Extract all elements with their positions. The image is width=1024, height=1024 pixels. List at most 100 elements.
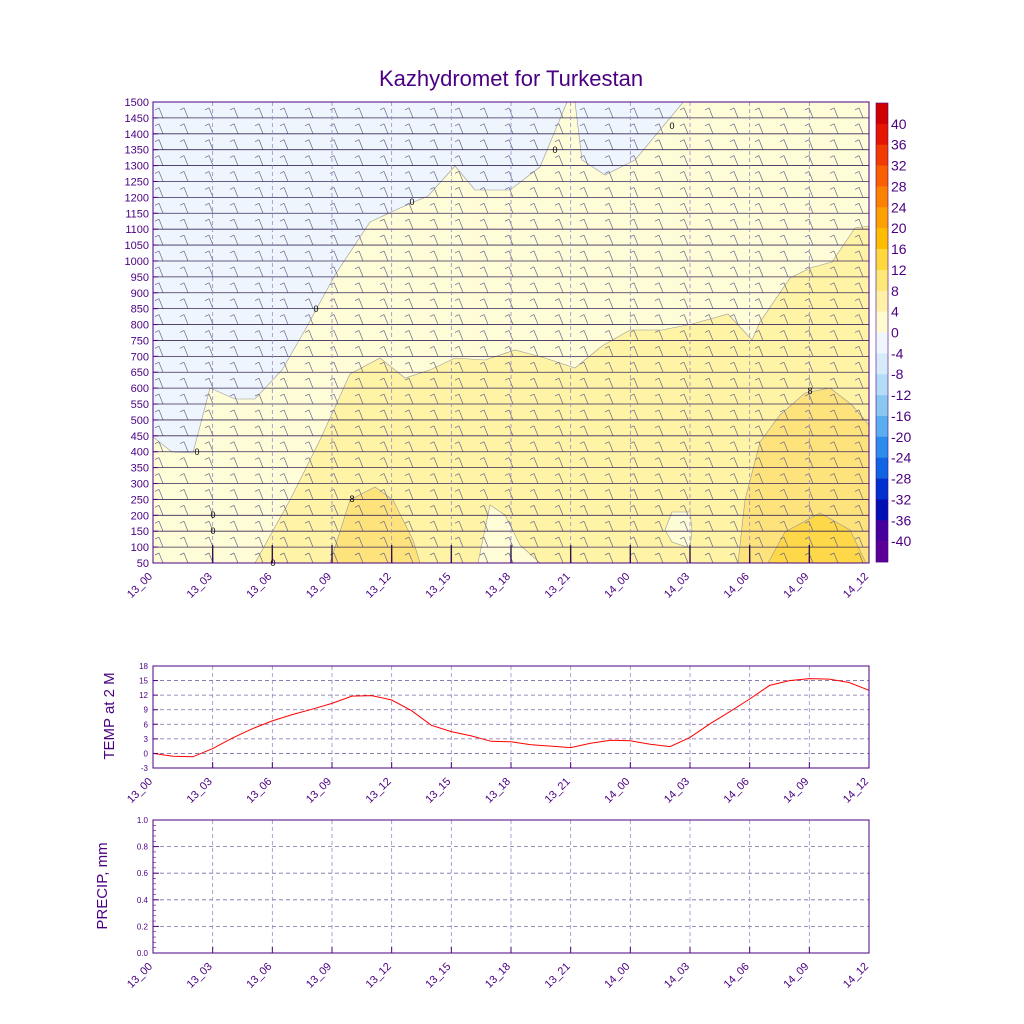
main-x-axis: 13_00 13_03 13_06 13_09 13_12 13_15 13_18 13_21…: [125, 557, 871, 601]
wind-barb: [404, 330, 414, 341]
wind-barb: [729, 504, 739, 516]
wind-barb: [579, 473, 589, 484]
wind-barb: [654, 282, 664, 293]
wind-barb: [704, 314, 714, 325]
y-tick-label: 1450: [125, 113, 149, 125]
region-4-8: [254, 225, 869, 563]
wind-barb: [454, 393, 464, 405]
wind-barb: [829, 282, 839, 293]
wind-barb: [304, 504, 314, 516]
wind-barb: [579, 139, 589, 150]
wind-barb: [804, 330, 814, 341]
wind-barb: [579, 552, 589, 563]
wind-barb: [279, 250, 289, 262]
wind-barb: [754, 473, 764, 484]
y-tick-label: 0.6: [137, 869, 149, 878]
wind-barb: [229, 298, 239, 309]
wind-barb: [229, 457, 239, 468]
wind-barb: [354, 473, 364, 484]
wind-barb: [479, 234, 489, 246]
wind-barb: [579, 187, 589, 198]
x-tick-label: 14_03: [662, 571, 692, 601]
wind-barb: [354, 441, 364, 452]
wind-barb: [304, 282, 314, 293]
wind-barb: [604, 489, 614, 500]
wind-barb: [804, 139, 814, 150]
wind-barb: [554, 123, 564, 134]
wind-barb: [354, 202, 364, 214]
wind-barb: [279, 234, 289, 246]
wind-barb: [212, 102, 213, 103]
wind-barb: [679, 202, 689, 214]
wind-barb: [204, 393, 214, 405]
wind-barb: [362, 102, 363, 103]
wind-barb: [329, 107, 339, 119]
wind-barb: [754, 346, 764, 357]
wind-barb: [454, 441, 464, 452]
temp-y-axis-label: TEMP at 2 M: [101, 672, 118, 759]
wind-barb: [554, 234, 564, 246]
wind-barb: [279, 218, 289, 230]
x-tick-label: 14_03: [662, 961, 692, 991]
wind-barb: [604, 187, 614, 198]
wind-barb: [604, 234, 614, 246]
wind-barb: [754, 409, 764, 421]
wind-barb: [854, 361, 864, 373]
y-tick-label: 300: [131, 479, 149, 491]
wind-barb: [829, 489, 839, 500]
wind-barb: [154, 441, 164, 452]
wind-barb: [529, 202, 539, 214]
colorbar-segment: [876, 541, 888, 563]
wind-barb: [604, 250, 614, 262]
wind-barb: [279, 377, 289, 389]
wind-barb: [779, 250, 789, 262]
wind-barb: [704, 218, 714, 230]
wind-barb: [454, 346, 464, 357]
wind-barb: [629, 155, 639, 166]
temp-x-axis: 13_00 13_03 13_06 13_09 13_12 13_15 13_18 13_21…: [125, 762, 871, 806]
wind-barb: [254, 107, 264, 119]
y-tick-label: 500: [131, 415, 149, 427]
wind-barb: [754, 552, 764, 563]
wind-barb: [429, 107, 439, 119]
wind-barb: [704, 425, 714, 436]
wind-barb: [679, 520, 689, 532]
wind-barb: [379, 155, 389, 166]
wind-barb: [529, 282, 539, 293]
region-8-12-a: [329, 486, 421, 563]
wind-barb: [504, 425, 514, 436]
wind-barb: [304, 218, 314, 230]
wind-barb: [829, 330, 839, 341]
wind-barb: [704, 346, 714, 357]
wind-barb: [779, 520, 789, 532]
wind-barb: [454, 314, 464, 325]
wind-barb: [179, 457, 189, 468]
wind-barb: [779, 425, 789, 436]
y-tick-label: 1.0: [137, 816, 149, 825]
wind-barb: [829, 552, 839, 563]
wind-barb: [529, 314, 539, 325]
wind-barb: [354, 155, 364, 166]
wind-barb: [579, 346, 589, 357]
wind-barb: [404, 314, 414, 325]
wind-barb: [704, 457, 714, 468]
wind-barb: [429, 202, 439, 214]
precip-y-axis: 0.0 0.2 0.4 0.6 0.8 1.0: [137, 816, 159, 958]
wind-barb: [204, 457, 214, 468]
wind-barb: [404, 266, 414, 277]
wind-barb: [754, 441, 764, 452]
wind-barb: [579, 250, 589, 262]
wind-barb: [704, 520, 714, 532]
contour-label: 0: [669, 121, 674, 131]
wind-barb: [279, 282, 289, 293]
wind-barb: [304, 123, 314, 134]
wind-barb: [229, 346, 239, 357]
wind-barb: [154, 330, 164, 341]
wind-barb: [579, 202, 589, 214]
wind-barb: [329, 282, 339, 293]
colorbar-frame: [875, 102, 889, 563]
wind-barb: [254, 473, 264, 484]
wind-barb: [304, 171, 314, 182]
x-tick-label: 13_09: [304, 571, 334, 601]
wind-barb: [404, 441, 414, 452]
